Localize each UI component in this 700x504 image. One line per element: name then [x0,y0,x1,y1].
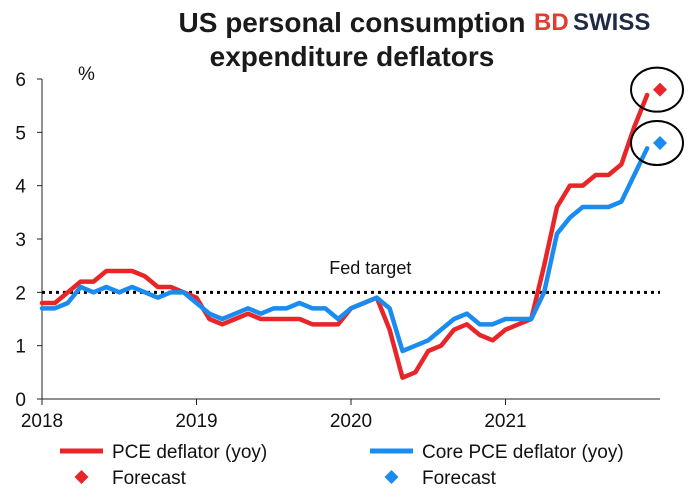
forecast-marker-core-pce [653,136,667,150]
y-tick-label: 6 [15,70,26,91]
x-tick-label: 2018 [21,411,63,432]
reference-line-group: Fed target [42,258,660,294]
legend-entry-label: PCE deflator (yoy) [112,442,267,463]
forecast-markers [630,66,684,166]
y-tick-label: 0 [15,390,26,411]
legend-swatch-marker [74,470,89,484]
y-tick-label: 4 [15,177,26,198]
series-line-core-pce [39,146,650,354]
chart-title-line-2: expenditure deflators [210,41,495,72]
y-tick-label: 5 [15,123,26,144]
legend-entry-label: Forecast [112,468,187,489]
legend-entry-label: Core PCE deflator (yoy) [422,442,624,463]
y-axis-unit-label: % [78,64,95,85]
brand-text-bd: BD [534,9,569,36]
fed-target-label: Fed target [329,258,411,278]
forecast-highlight-circle [630,66,684,113]
brand-text-swiss: SWISS [573,9,650,36]
forecast-marker-pce [653,82,667,97]
legend-entry-label: Forecast [422,468,497,489]
y-tick-label: 1 [15,337,26,358]
x-tick-label: 2021 [484,411,526,432]
x-tick-label: 2020 [330,411,372,432]
x-tick-label: 2019 [175,411,217,432]
legend: PCE deflator (yoy) Core PCE deflator (yoy… [60,442,624,489]
legend-swatch-marker [384,470,399,484]
series-lines [39,92,650,380]
chart-title-line-1: US personal consumption [179,7,526,38]
y-tick-label: 2 [15,283,26,304]
y-tick-label: 3 [15,230,26,251]
chart-title: US personal consumption expenditure defl… [179,7,526,72]
axes: 0 1 2 3 4 5 6 2018 2019 2020 2021 [15,70,660,432]
brand-logo: BD SWISS [534,9,650,36]
forecast-highlight-circle [630,120,684,166]
